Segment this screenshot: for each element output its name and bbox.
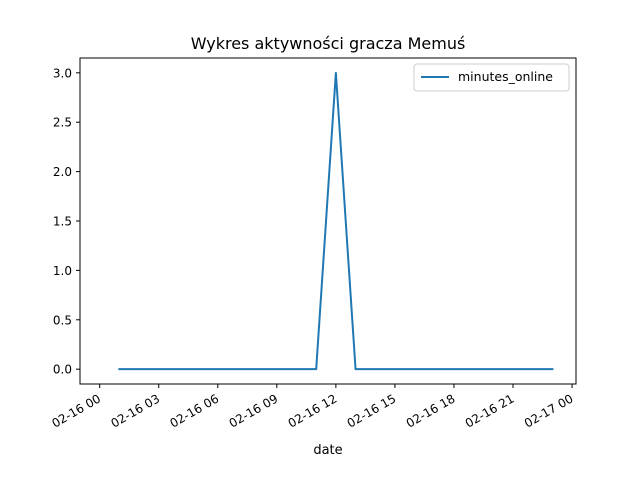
y-tick-label: 2.5 [53,116,72,130]
y-tick-label: 1.5 [53,215,72,229]
series-line-0 [118,71,554,371]
legend-entry-minutes-online: minutes_online [458,69,553,84]
y-tick-label: 0.5 [53,313,72,327]
y-tick-label: 1.0 [53,264,72,278]
x-axis-label: date [313,443,342,458]
legend-frame [413,63,570,92]
y-tick-label: 3.0 [53,66,72,80]
y-tick-label: 2.0 [53,165,72,179]
legend: minutes_online [413,63,570,92]
chart-title: Wykres aktywności gracza Memuś [191,34,466,53]
y-tick-label: 0.0 [53,363,72,377]
